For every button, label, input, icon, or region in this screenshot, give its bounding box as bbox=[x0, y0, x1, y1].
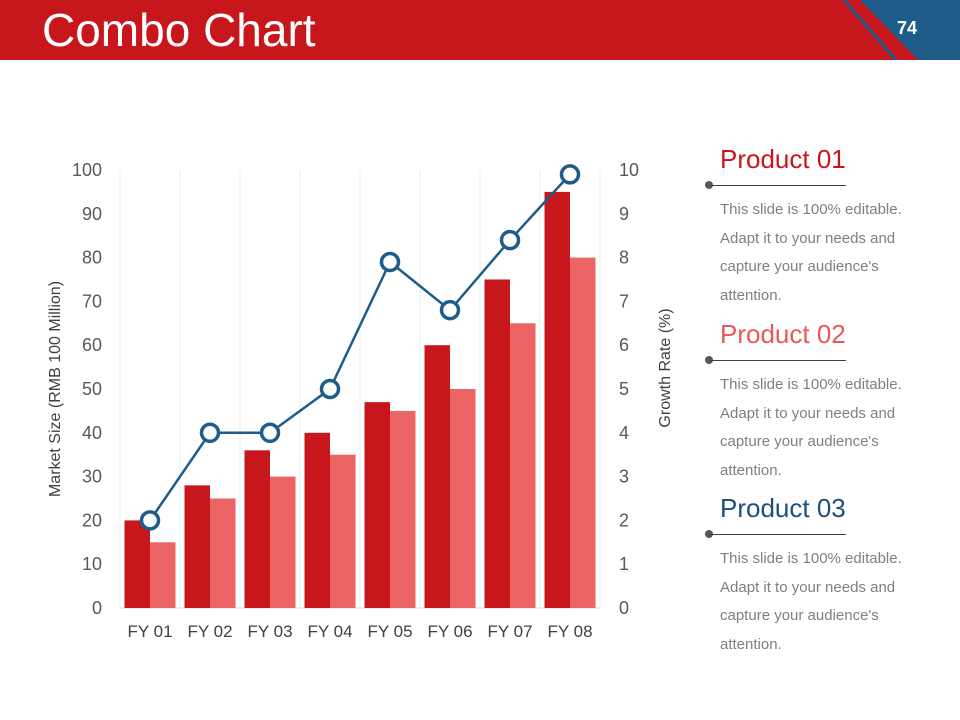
bar-series-2 bbox=[510, 323, 536, 608]
bar-series-1 bbox=[304, 432, 330, 608]
x-tick-label: FY 07 bbox=[487, 622, 532, 641]
y-tick-label: 40 bbox=[82, 423, 102, 443]
bar-series-1 bbox=[364, 402, 390, 608]
bar-series-1 bbox=[484, 279, 510, 608]
corner-decoration bbox=[842, 0, 960, 60]
title-banner: Combo Chart 74 bbox=[0, 0, 960, 60]
growth-point bbox=[439, 299, 461, 321]
corner-blue-tab bbox=[860, 0, 960, 60]
combo-chart: 0 10 20 30 40 50 60 70 80 90 100 0 1 2 3 4 5 6 7 8 9 10 Market… bbox=[47, 160, 674, 641]
y2-tick-label: 8 bbox=[619, 248, 629, 268]
bar-series-1 bbox=[184, 485, 210, 608]
bar-series-2 bbox=[150, 542, 176, 608]
x-tick-label: FY 06 bbox=[427, 622, 472, 641]
y2-axis-title: Growth Rate (%) bbox=[657, 308, 674, 427]
y2-tick-label: 5 bbox=[619, 379, 629, 399]
growth-point bbox=[319, 378, 341, 400]
bar-series-2 bbox=[210, 498, 236, 608]
bar-series-2 bbox=[390, 410, 416, 608]
product-03-title: Product 03 bbox=[720, 493, 846, 523]
divider bbox=[710, 185, 846, 186]
y-tick-label: 50 bbox=[82, 379, 102, 399]
y2-tick-label: 3 bbox=[619, 467, 629, 487]
x-tick-label: FY 04 bbox=[307, 622, 352, 641]
bar-series-1 bbox=[544, 191, 570, 608]
y-tick-label: 0 bbox=[92, 598, 102, 618]
y2-tick-label: 10 bbox=[619, 160, 639, 180]
y-tick-label: 10 bbox=[82, 554, 102, 574]
bullet-dot-icon bbox=[705, 530, 713, 538]
y2-tick-label: 7 bbox=[619, 291, 629, 311]
growth-point bbox=[379, 251, 401, 273]
y-tick-label: 30 bbox=[82, 467, 102, 487]
divider bbox=[710, 360, 846, 361]
x-tick-label: FY 01 bbox=[127, 622, 172, 641]
product-03-description: This slide is 100% editable. Adapt it to… bbox=[720, 550, 902, 654]
divider bbox=[710, 534, 846, 535]
y-tick-label: 80 bbox=[82, 248, 102, 268]
y-tick-label: 100 bbox=[72, 160, 102, 180]
y2-tick-label: 4 bbox=[619, 423, 629, 443]
y-tick-label: 60 bbox=[82, 335, 102, 355]
bar-series-2 bbox=[450, 389, 476, 608]
growth-point bbox=[559, 164, 581, 185]
bullet-dot-icon bbox=[705, 356, 713, 364]
bar-series-1 bbox=[124, 520, 150, 608]
corner-stripe bbox=[842, 0, 898, 60]
x-tick-label: FY 05 bbox=[367, 622, 412, 641]
y-tick-label: 70 bbox=[82, 291, 102, 311]
y2-tick-label: 6 bbox=[619, 335, 629, 355]
growth-point bbox=[199, 422, 221, 444]
bar-series-1 bbox=[424, 345, 450, 608]
bar-series-2 bbox=[330, 454, 356, 608]
bar-series-1 bbox=[244, 450, 270, 608]
y2-tick-label: 0 bbox=[619, 598, 629, 618]
growth-point bbox=[139, 510, 161, 531]
bar-series-2 bbox=[270, 476, 296, 608]
bar-series-2 bbox=[570, 257, 596, 608]
y-axis-title: Market Size (RMB 100 Million) bbox=[47, 281, 64, 497]
growth-point bbox=[499, 229, 521, 251]
product-01-description: This slide is 100% editable. Adapt it to… bbox=[720, 201, 902, 305]
product-02-title: Product 02 bbox=[720, 319, 846, 349]
y-tick-label: 90 bbox=[82, 204, 102, 224]
x-tick-label: FY 03 bbox=[247, 622, 292, 641]
product-02-description: This slide is 100% editable. Adapt it to… bbox=[720, 376, 902, 480]
growth-point bbox=[259, 422, 281, 444]
y-tick-label: 20 bbox=[82, 510, 102, 530]
product-01-title: Product 01 bbox=[720, 144, 846, 174]
y2-tick-label: 9 bbox=[619, 204, 629, 224]
x-tick-label: FY 08 bbox=[547, 622, 592, 641]
slide-title: Combo Chart bbox=[42, 4, 316, 56]
bullet-dot-icon bbox=[705, 181, 713, 189]
page-number: 74 bbox=[896, 18, 918, 38]
x-tick-label: FY 02 bbox=[187, 622, 232, 641]
y2-tick-label: 1 bbox=[619, 554, 629, 574]
y2-tick-label: 2 bbox=[619, 510, 629, 530]
